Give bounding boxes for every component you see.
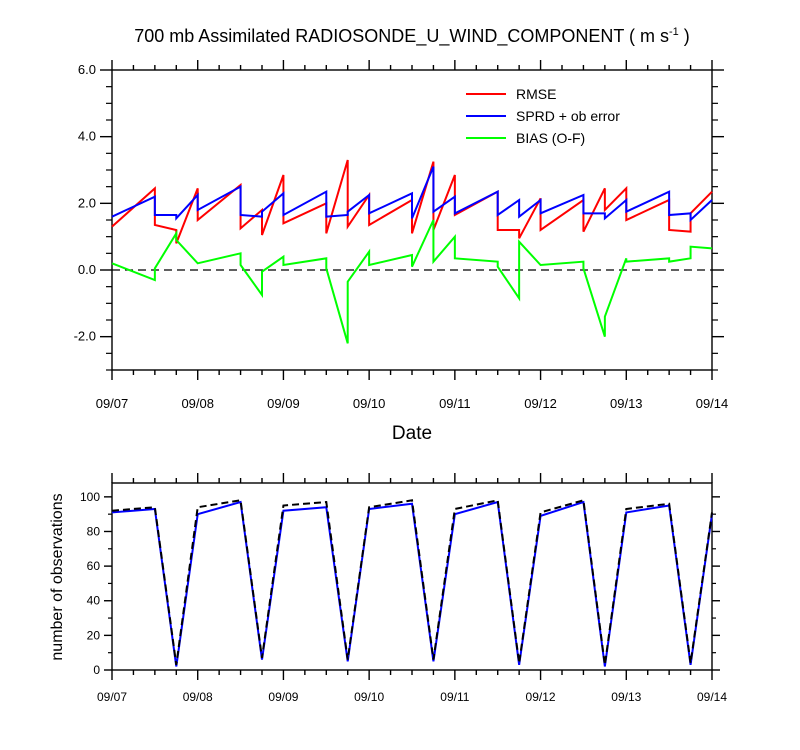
bottom-series-solid-line — [111, 500, 713, 667]
top-y-tick-label: 2.0 — [78, 195, 96, 210]
legend-label: SPRD + ob error — [516, 108, 620, 124]
top-y-tick-label: 0.0 — [78, 262, 96, 277]
bottom-x-tick-label: 09/10 — [354, 690, 384, 704]
top-x-tick-label: 09/09 — [267, 396, 300, 411]
top-y-tick-label: 6.0 — [78, 62, 96, 77]
top-y-tick-label: -2.0 — [74, 329, 96, 344]
legend-label: BIAS (O-F) — [516, 130, 585, 146]
chart-title-main: 700 mb Assimilated RADIOSONDE_U_WIND_COM… — [134, 26, 669, 47]
top-x-axis-label: Date — [392, 423, 432, 444]
bottom-x-tick-label: 09/07 — [97, 690, 127, 704]
chart-title: 700 mb Assimilated RADIOSONDE_U_WIND_COM… — [134, 26, 690, 47]
bottom-y-tick-label: 60 — [87, 559, 101, 573]
bottom-y-axis-label: number of observations — [49, 493, 66, 660]
top-x-tick-label: 09/07 — [96, 396, 129, 411]
bottom-y-tick-label: 80 — [87, 524, 101, 538]
top-x-tick-label: 09/13 — [610, 396, 643, 411]
top-x-tick-label: 09/14 — [696, 396, 729, 411]
top-x-tick-label: 09/12 — [524, 396, 557, 411]
top-y-tick-label: 4.0 — [78, 129, 96, 144]
chart-title-superscript: -1 — [669, 26, 679, 38]
series-sprd-ob-error-line — [111, 166, 713, 223]
top-legend: RMSE SPRD + ob error BIAS (O-F) — [466, 86, 620, 146]
bottom-y-tick-label: 20 — [87, 628, 101, 642]
legend-label: RMSE — [516, 86, 556, 102]
chart-title-suffix: ) — [679, 26, 690, 46]
bottom-x-tick-label: 09/13 — [611, 690, 641, 704]
top-plot: 09/07 09/08 09/09 09/10 09/11 09/12 09/13 09/14… — [74, 60, 729, 411]
bottom-x-tick-label: 09/09 — [268, 690, 298, 704]
bottom-x-tick-label: 09/12 — [526, 690, 556, 704]
bottom-series-dashed-line — [111, 499, 713, 665]
top-x-tick-label: 09/11 — [439, 396, 471, 411]
bottom-y-tick-label: 0 — [93, 663, 100, 677]
top-x-tick-label: 09/08 — [181, 396, 214, 411]
bottom-y-tick-label: 40 — [87, 594, 101, 608]
bottom-plot: 09/07 09/08 09/09 09/10 09/11 09/12 09/13 09/14… — [80, 473, 727, 704]
top-x-tick-label: 09/10 — [353, 396, 386, 411]
bottom-x-tick-label: 09/14 — [697, 690, 727, 704]
bottom-x-tick-label: 09/08 — [183, 690, 213, 704]
bottom-y-tick-label: 100 — [80, 490, 100, 504]
series-bias-o-f-line — [111, 219, 713, 344]
bottom-x-tick-label: 09/11 — [440, 690, 469, 704]
